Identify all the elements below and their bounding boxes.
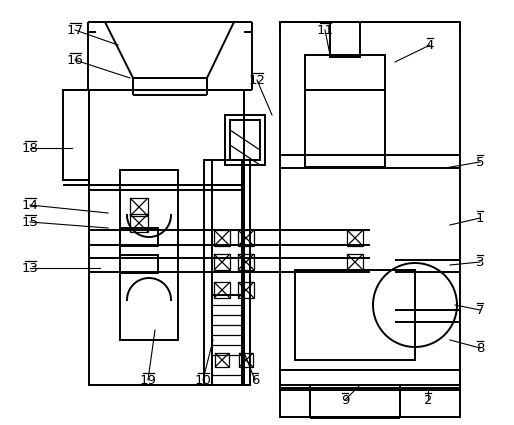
Bar [63, 90, 89, 180]
Bar [347, 230, 363, 246]
Text: 8: 8 [476, 342, 484, 354]
Bar [238, 254, 254, 270]
Text: 5: 5 [476, 156, 484, 168]
Text: 2: 2 [424, 394, 432, 406]
Text: 11: 11 [317, 23, 334, 37]
Text: 18: 18 [22, 142, 39, 155]
Text: 9: 9 [341, 394, 349, 406]
Bar [212, 295, 242, 385]
Bar [130, 214, 148, 232]
Bar [280, 22, 460, 390]
Bar [238, 230, 254, 246]
Bar [130, 198, 148, 216]
Bar [89, 90, 244, 385]
Text: 13: 13 [22, 261, 39, 275]
Bar [230, 120, 260, 160]
Text: 12: 12 [248, 74, 266, 87]
Bar [214, 282, 230, 298]
Bar [120, 228, 158, 246]
Bar [310, 385, 400, 417]
Text: 7: 7 [476, 303, 484, 317]
Text: 3: 3 [476, 255, 484, 269]
Bar [347, 254, 363, 270]
Bar [280, 385, 460, 417]
Bar [89, 90, 244, 185]
Text: 17: 17 [66, 23, 83, 37]
Bar [214, 254, 230, 270]
Text: 15: 15 [22, 215, 39, 229]
Bar [204, 160, 250, 385]
Text: 16: 16 [66, 54, 83, 66]
Text: 14: 14 [22, 198, 39, 212]
Bar [225, 115, 265, 165]
Text: 19: 19 [140, 374, 156, 386]
Text: 10: 10 [195, 374, 211, 386]
Text: 1: 1 [476, 212, 484, 224]
Bar [120, 255, 158, 273]
Text: 6: 6 [251, 374, 259, 386]
Bar [305, 55, 385, 167]
Bar [238, 282, 254, 298]
Bar [330, 22, 360, 57]
Bar [120, 170, 178, 340]
Bar [215, 353, 229, 367]
Bar [239, 353, 253, 367]
Bar [214, 230, 230, 246]
Bar [280, 370, 460, 388]
Text: 4: 4 [426, 39, 434, 51]
Bar [295, 270, 415, 360]
